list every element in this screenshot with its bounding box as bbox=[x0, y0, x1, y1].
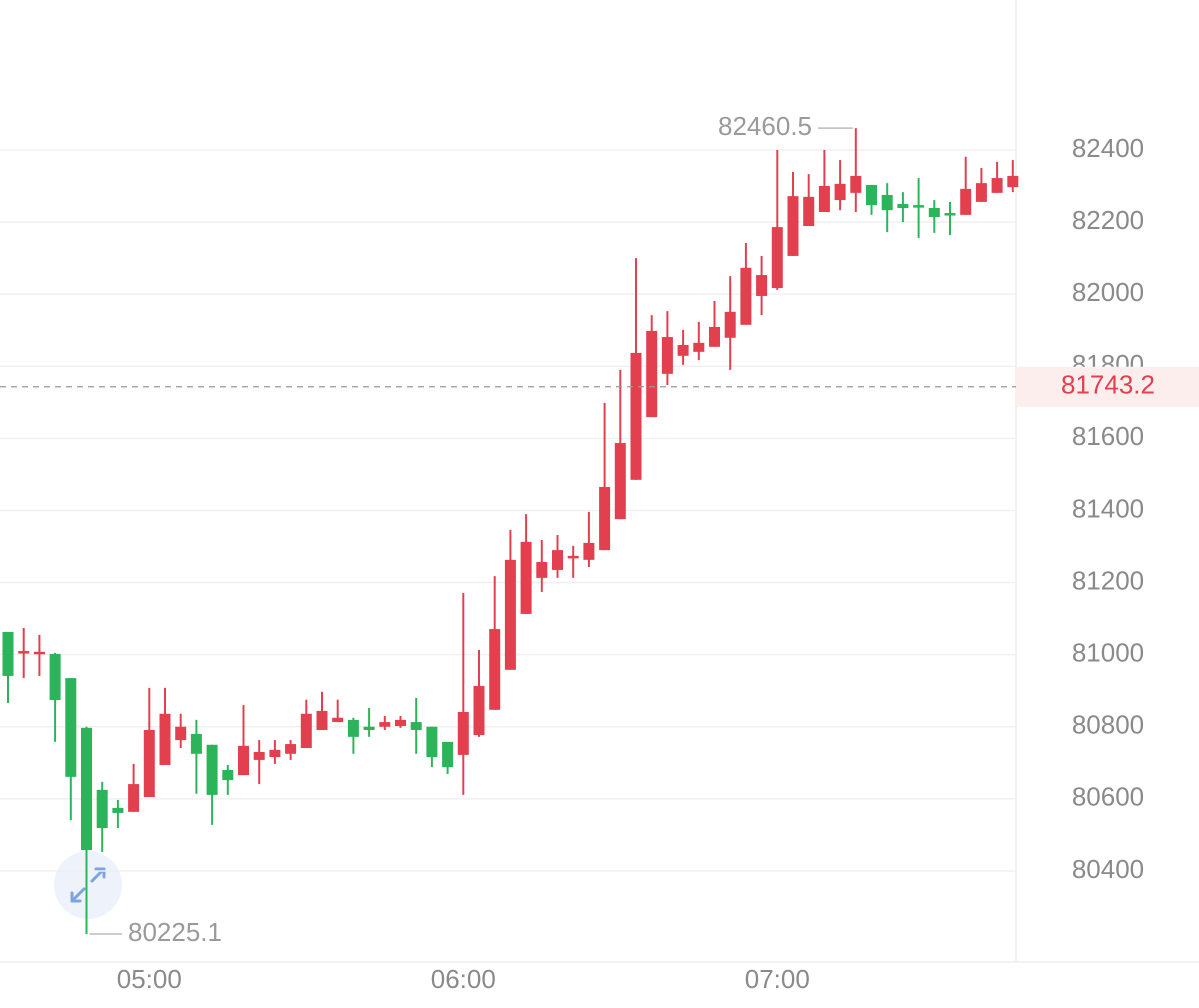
candle-body bbox=[771, 227, 783, 289]
y-tick-label: 80600 bbox=[1072, 782, 1144, 812]
candle-body bbox=[850, 175, 862, 193]
candle-body bbox=[347, 719, 359, 737]
candle-body bbox=[583, 542, 595, 560]
candle-body bbox=[693, 342, 705, 352]
last-price-tag bbox=[1016, 366, 1199, 407]
min-label: 80225.1 bbox=[128, 917, 222, 947]
candle-body bbox=[395, 719, 406, 727]
candle-body bbox=[709, 326, 720, 347]
expand-button[interactable] bbox=[54, 851, 122, 919]
candle-body bbox=[128, 784, 140, 812]
candle-body bbox=[913, 205, 925, 208]
x-tick-label: 06:00 bbox=[431, 964, 496, 994]
candle-body bbox=[834, 183, 846, 201]
candle-body bbox=[897, 204, 909, 209]
candle-body bbox=[65, 678, 77, 777]
x-tick-label: 07:00 bbox=[745, 964, 810, 994]
candle-body bbox=[724, 311, 736, 338]
candle-body bbox=[410, 722, 422, 731]
candle-body bbox=[881, 195, 893, 211]
candle-body bbox=[81, 727, 92, 851]
candle-body bbox=[332, 717, 344, 723]
candle-body bbox=[222, 770, 234, 781]
y-tick-label: 81000 bbox=[1072, 638, 1144, 668]
candle-body bbox=[190, 733, 202, 754]
candle-body bbox=[379, 722, 391, 727]
candle-body bbox=[504, 559, 516, 670]
candle-body bbox=[238, 745, 249, 776]
candle-body bbox=[442, 741, 454, 768]
candle-body bbox=[866, 184, 877, 206]
y-tick-label: 82000 bbox=[1072, 277, 1144, 307]
candle-body bbox=[253, 751, 265, 760]
candle-body bbox=[1007, 175, 1019, 188]
candle-body bbox=[473, 686, 485, 736]
candle-body bbox=[975, 183, 987, 202]
candle-body bbox=[285, 744, 297, 754]
candle-body bbox=[175, 726, 187, 741]
candle-body bbox=[630, 352, 642, 480]
y-tick-label: 82200 bbox=[1072, 205, 1144, 235]
candle-body bbox=[567, 555, 579, 559]
expand-icon bbox=[70, 867, 106, 903]
candle-body bbox=[159, 713, 171, 765]
candle-body bbox=[803, 196, 815, 227]
candle-body bbox=[661, 337, 673, 374]
candle-body bbox=[552, 550, 563, 570]
candle-body bbox=[677, 344, 689, 356]
candle-body bbox=[316, 710, 328, 731]
candle-body bbox=[599, 487, 611, 551]
candle-body bbox=[928, 208, 940, 218]
candle-body bbox=[269, 749, 281, 758]
candle-body bbox=[818, 186, 830, 212]
candle-body bbox=[426, 726, 438, 758]
candle-body bbox=[536, 562, 548, 578]
y-tick-label: 81200 bbox=[1072, 565, 1144, 595]
y-tick-label: 80400 bbox=[1072, 854, 1144, 884]
candle-body bbox=[489, 629, 501, 710]
y-tick-label: 81600 bbox=[1072, 421, 1144, 451]
y-tick-label: 82400 bbox=[1072, 133, 1144, 163]
candle-body bbox=[49, 653, 61, 701]
candle-body bbox=[787, 196, 799, 256]
candle-body bbox=[33, 651, 45, 655]
candle-body bbox=[300, 713, 312, 749]
candle-body bbox=[363, 726, 375, 731]
candle-body bbox=[960, 188, 972, 215]
last-price-label: 81743.2 bbox=[1061, 370, 1155, 400]
candle-body bbox=[112, 807, 124, 813]
candle-body bbox=[614, 443, 626, 520]
candle-body bbox=[143, 730, 155, 798]
candle-body bbox=[991, 178, 1003, 193]
y-tick-label: 81400 bbox=[1072, 493, 1144, 523]
candle-body bbox=[206, 744, 218, 795]
x-tick-label: 05:00 bbox=[117, 964, 182, 994]
candle-body bbox=[646, 330, 658, 418]
y-tick-label: 80800 bbox=[1072, 710, 1144, 740]
candle-body bbox=[18, 651, 30, 654]
candle-body bbox=[756, 275, 768, 296]
candle-body bbox=[457, 711, 469, 755]
candle-body bbox=[944, 213, 956, 216]
candle-body bbox=[740, 267, 752, 325]
candle-body bbox=[520, 541, 532, 614]
max-label: 82460.5 bbox=[718, 111, 812, 141]
candle-body bbox=[2, 631, 14, 676]
candle-body bbox=[96, 789, 108, 829]
expand-bg bbox=[54, 851, 122, 919]
